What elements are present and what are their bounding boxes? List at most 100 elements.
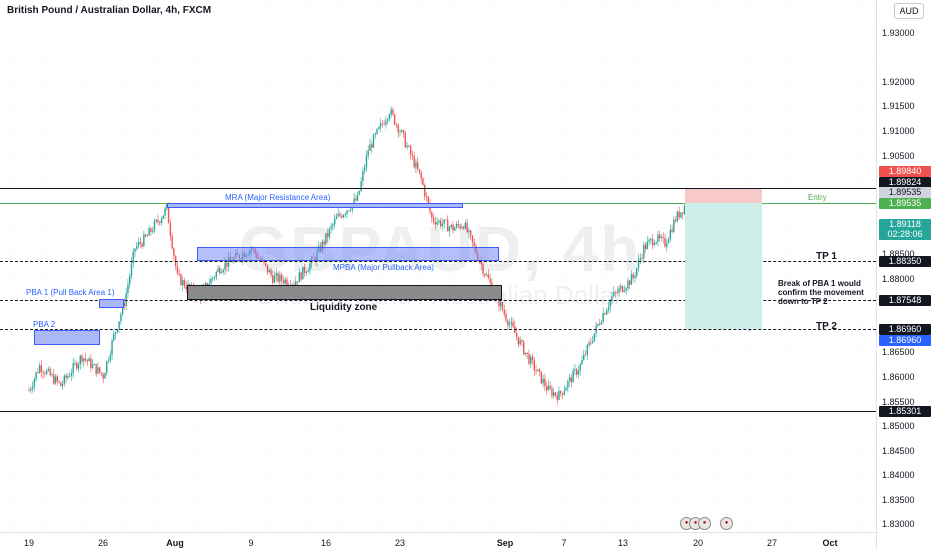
pba1-zone[interactable] [99,299,124,308]
candle-body [471,235,474,243]
candle-body [554,392,557,396]
candle-body [485,274,488,276]
stop-loss-box[interactable] [685,189,762,203]
candle-body [372,134,375,148]
candle-body [160,218,163,224]
candle-body [332,224,334,227]
price-label-entry: 1.89535 [879,198,931,209]
candle-body [86,359,89,362]
candle-body [394,114,396,125]
pba1-line[interactable] [0,300,876,301]
candle-body [676,211,679,222]
candle-body [468,230,470,232]
candle-body [616,292,619,294]
candle-body [621,286,624,292]
candle-body [28,390,30,392]
candle-body [298,272,301,283]
candle-body [505,313,507,321]
candle-body [586,345,588,355]
candle-body [436,222,438,225]
candle-body [568,377,571,382]
candle-body [519,340,521,345]
price-scale[interactable]: AUD 1.93000 1.92000 1.91500 1.91000 1.90… [876,0,932,550]
candle-body [349,209,352,211]
candle-body [144,234,147,237]
candle-body [97,367,99,374]
flag-icon[interactable]: ● [720,517,733,530]
candle-body [540,371,543,384]
candle-body [275,273,278,276]
candle-body [462,226,465,229]
price-tick: 1.85500 [882,397,915,407]
candle-body [176,266,179,274]
candle-body [79,355,81,365]
candle-body [593,333,596,342]
candle-body [141,243,143,247]
candle-body [284,279,286,284]
take-profit-box[interactable] [685,203,762,329]
candle-body [439,220,442,227]
candle-body [95,363,97,374]
currency-button[interactable]: AUD [894,3,924,19]
time-scale[interactable]: 19 26 Aug 9 16 23 Sep 7 13 20 27 Oct [0,532,876,550]
candle-body [618,288,620,293]
candle-body [432,217,435,222]
price-tick: 1.92000 [882,77,915,87]
candle-body [157,219,159,222]
candle-body [358,190,361,195]
break-note-line-2: confirm the movement [778,288,864,297]
candle-body [418,169,421,173]
candle-body [333,219,336,225]
support-line[interactable] [0,411,876,412]
candle-body [129,275,131,285]
candle-body [371,144,373,148]
candle-body [344,213,346,215]
candle-body [74,363,76,364]
price-tick: 1.83500 [882,495,915,505]
candle-body [561,393,564,395]
liquidity-zone[interactable] [187,285,502,300]
candle-body [447,220,449,232]
candle-body [664,237,666,247]
flag-icon[interactable]: ● [698,517,711,530]
candle-body [215,271,217,278]
candle-body [611,296,613,301]
candle-body [623,290,626,292]
mra-zone[interactable] [167,203,463,208]
candle-body [681,212,684,214]
candle-body [598,323,601,325]
tp1-line[interactable] [0,261,876,262]
candle-body [42,372,44,374]
symbol-title[interactable]: British Pound / Australian Dollar, 4h, F… [7,5,212,16]
candle-body [501,302,504,310]
tp1-label: TP 1 [816,251,837,262]
candle-body [438,220,440,223]
candle-body [528,353,530,364]
candle-body [609,300,611,308]
candle-body [91,364,94,368]
candle-body [443,219,445,224]
candle-body [558,390,560,400]
candle-body [570,377,573,383]
chart-area[interactable]: GBPAUD, 4h British Pound / Australian Do… [0,0,876,532]
candle-body [381,123,384,124]
candle-body [116,329,119,333]
candle-body [526,352,528,354]
candle-body [102,374,104,379]
candle-body [607,307,610,311]
candle-body [549,385,551,389]
candle-body [464,222,467,229]
pba2-zone[interactable] [34,330,100,345]
resistance-line[interactable] [0,188,876,189]
candle-body [531,356,534,361]
price-label-pba1: 1.87548 [879,295,931,306]
candle-body [125,293,127,307]
candle-body [584,354,587,356]
time-tick: 16 [320,538,332,548]
candle-body [487,274,490,279]
tp2-line[interactable] [0,329,876,330]
candle-body [417,162,419,170]
candle-body [61,384,64,387]
mpba-zone[interactable] [197,247,499,261]
candle-body [37,372,39,374]
